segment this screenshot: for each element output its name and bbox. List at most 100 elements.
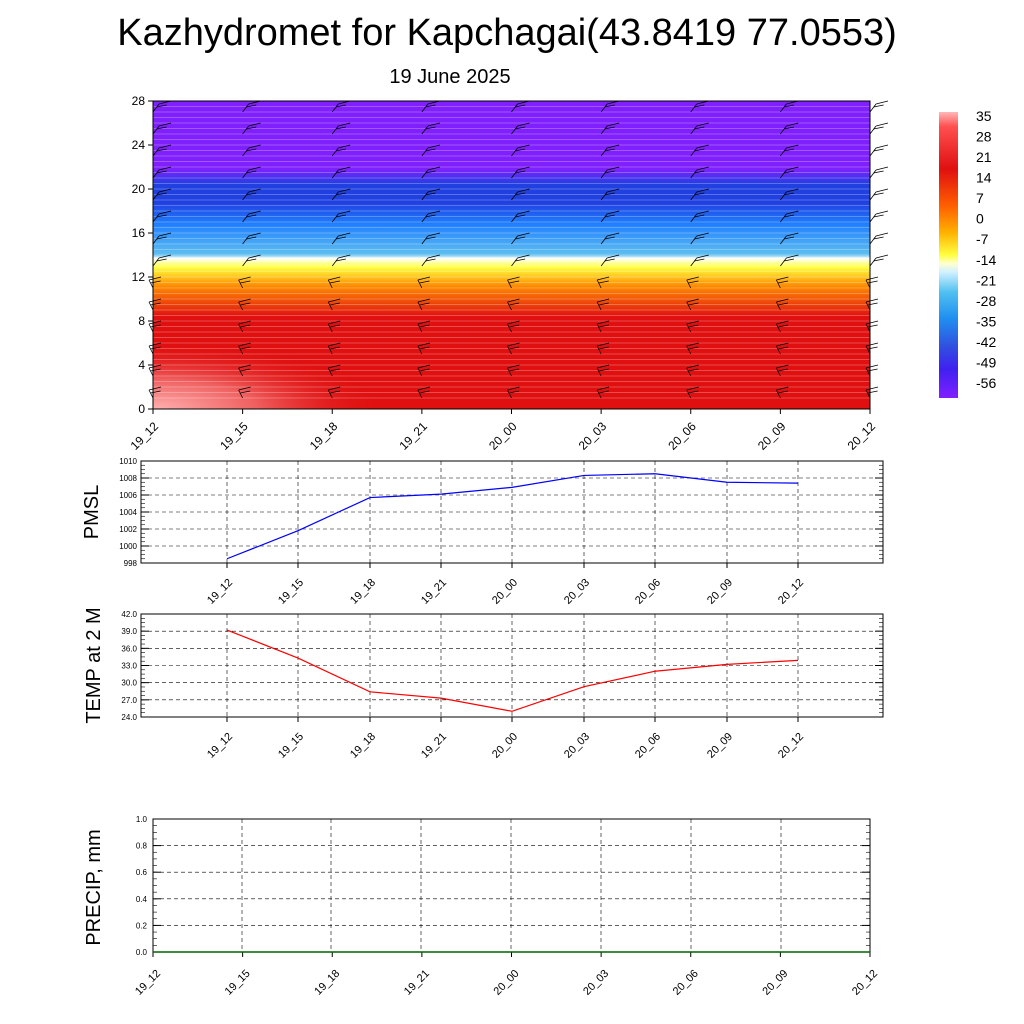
precip-frame — [152, 818, 871, 953]
temp-2m-axis-label: TEMP at 2 M — [83, 607, 105, 723]
wind-barb — [869, 191, 877, 201]
x-tick-label: 20_06 — [665, 419, 699, 453]
y-tick-label: 36.0 — [121, 644, 137, 653]
colorbar-label: 7 — [976, 190, 984, 206]
wind-barb — [327, 279, 333, 289]
wind-barb — [238, 279, 243, 289]
chart-title: Kazhydromet for Kapchagai(43.8419 77.055… — [117, 12, 897, 54]
x-tick-label: 20_03 — [562, 577, 592, 607]
x-tick-label: 19_15 — [223, 968, 253, 998]
x-tick-label: 19_12 — [133, 968, 163, 998]
wind-barb — [238, 301, 243, 311]
wind-barb — [869, 147, 877, 157]
wind-barb — [507, 367, 512, 377]
x-tick-label: 20_03 — [576, 419, 610, 453]
x-tick-label: 19_12 — [205, 731, 235, 761]
y-tick-label: 39.0 — [121, 627, 137, 636]
x-tick-label: 20_09 — [755, 419, 789, 453]
wind-barb — [148, 301, 154, 311]
x-tick-label: 20_03 — [562, 731, 592, 761]
x-tick-label: 19_18 — [348, 577, 378, 607]
wind-barb — [148, 345, 154, 355]
wind-barb — [327, 301, 333, 311]
wind-barb — [869, 257, 877, 267]
wind-barb — [417, 323, 423, 333]
wind-barb — [152, 169, 160, 179]
wind-barb — [865, 389, 871, 399]
y-tick-label: 33.0 — [121, 662, 137, 671]
wind-barb — [507, 301, 512, 311]
wind-barb — [507, 345, 512, 355]
wind-barb — [421, 169, 429, 179]
wind-barb — [686, 389, 692, 399]
wind-barb — [421, 191, 429, 201]
wind-barb — [780, 213, 787, 223]
wind-barb — [686, 323, 692, 333]
wind-barb — [869, 169, 877, 179]
y-tick-label: 1006 — [119, 491, 137, 500]
wind-barb — [596, 323, 602, 333]
y-tick-label: 20 — [132, 182, 146, 196]
y-tick-label: 0.0 — [136, 948, 148, 957]
x-tick-label: 20_00 — [490, 731, 520, 761]
x-tick-label: 19_21 — [419, 577, 449, 607]
wind-barb — [331, 147, 339, 157]
wind-barb — [421, 125, 429, 135]
wind-barb — [690, 235, 698, 245]
contour-lines — [152, 105, 871, 399]
y-tick-label: 0.2 — [136, 921, 148, 930]
wind-barb — [776, 323, 781, 333]
wind-barb — [596, 345, 602, 355]
pmsl-line — [226, 473, 799, 560]
wind-barbs — [148, 100, 889, 399]
wind-barb — [776, 389, 781, 399]
y-tick-label: 0.8 — [136, 842, 148, 851]
x-tick-label: 19_15 — [276, 731, 306, 761]
wind-barb — [242, 235, 249, 245]
colorbar-label: -14 — [976, 252, 996, 268]
wind-barb — [776, 279, 781, 289]
x-tick-label: 19_18 — [307, 419, 341, 453]
y-tick-label: 1008 — [119, 474, 137, 483]
wind-barb — [596, 301, 602, 311]
wind-barb — [331, 257, 339, 267]
wind-barb — [242, 147, 249, 157]
wind-barb — [242, 169, 249, 179]
wind-barb — [331, 191, 339, 201]
x-tick-label: 20_09 — [705, 577, 735, 607]
wind-barb — [780, 191, 787, 201]
wind-barb — [327, 345, 333, 355]
wind-barb — [511, 235, 518, 245]
wind-barb — [417, 345, 423, 355]
colorbar-label: 21 — [976, 149, 992, 165]
pmsl-panel: 998 1000 1002 1004 1006 1008 1010 PMSL — [81, 457, 884, 568]
temp-2m-panel: 24.0 27.0 30.0 33.0 36.0 39.0 42.0 TEMP at 2 M — [83, 607, 884, 724]
y-tick-label: 1.0 — [136, 815, 148, 824]
x-tick-label: 20_12 — [776, 577, 806, 607]
colorbar-label: 0 — [976, 211, 984, 227]
wind-barb — [690, 257, 698, 267]
colorbar-label: -42 — [976, 334, 996, 350]
x-tick-label: 20_06 — [633, 731, 663, 761]
wind-barb — [152, 213, 160, 223]
x-tick-label: 20_00 — [492, 968, 522, 998]
wind-barb — [242, 213, 249, 223]
x-tick-label: 19_21 — [402, 968, 432, 998]
wind-barb — [331, 169, 339, 179]
wind-barb — [327, 367, 333, 377]
wind-barb — [596, 367, 602, 377]
wind-barb — [600, 169, 608, 179]
wind-barb — [865, 345, 871, 355]
y-tick-label: 1004 — [119, 508, 137, 517]
colorbar-label: -7 — [976, 231, 989, 247]
wind-barb — [421, 213, 429, 223]
y-tick-label: 0.6 — [136, 868, 148, 877]
pmsl-axis-label: PMSL — [81, 485, 103, 539]
wind-barb — [600, 147, 608, 157]
y-tick-label: 24 — [132, 138, 146, 152]
x-tick-label: 20_09 — [705, 731, 735, 761]
wind-barb — [600, 213, 608, 223]
wind-barb — [869, 235, 877, 245]
x-tick-label: 19_15 — [217, 419, 251, 453]
y-tick-label: 1002 — [119, 525, 137, 534]
